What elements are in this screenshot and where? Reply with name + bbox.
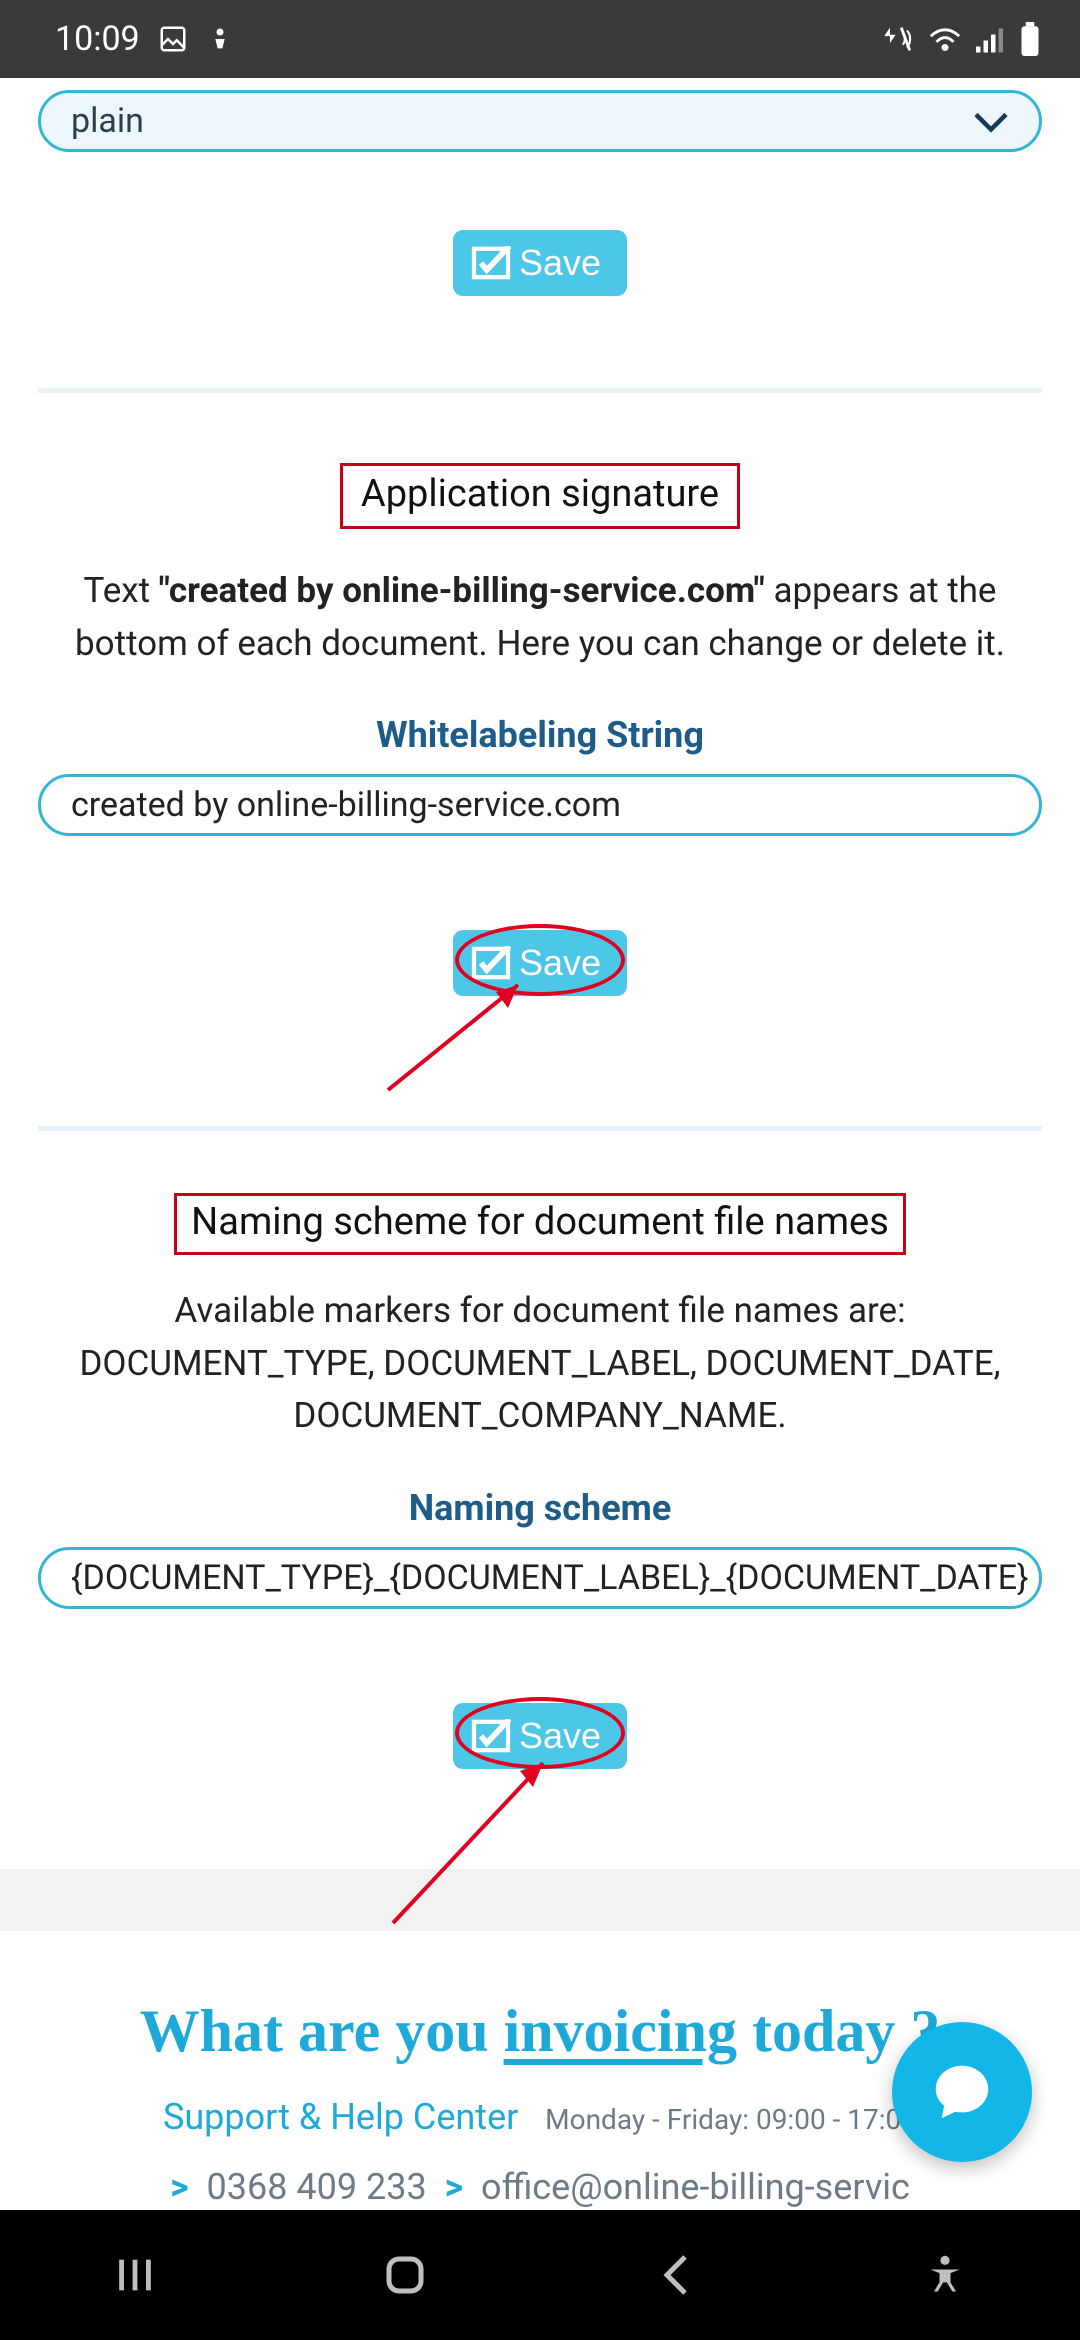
chevron-down-icon <box>973 99 1009 143</box>
save-button-1[interactable]: Save <box>453 230 627 296</box>
signal-icon <box>976 25 1006 53</box>
whitelabel-input[interactable]: created by online-billing-service.com <box>38 774 1042 836</box>
naming-value: {DOCUMENT_TYPE}_{DOCUMENT_LABEL}_{DOCUME… <box>71 1558 1029 1598</box>
status-left: 10:09 <box>55 19 234 59</box>
nav-home[interactable] <box>365 2245 445 2305</box>
navigation-bar <box>0 2210 1080 2340</box>
battery-icon <box>1020 22 1040 56</box>
signature-desc: Text "created by online-billing-service.… <box>38 565 1042 670</box>
gt-icon: > <box>445 2166 464 2208</box>
contact-row: > 0368 409 233 > office@online-billing-s… <box>0 2166 1080 2208</box>
activity-icon <box>206 25 234 53</box>
naming-title: Naming scheme for document file names <box>174 1193 906 1255</box>
nav-recents[interactable] <box>95 2245 175 2305</box>
chat-icon <box>927 2057 997 2127</box>
support-label[interactable]: Support & Help Center <box>163 2096 518 2138</box>
phone-number[interactable]: 0368 409 233 <box>207 2166 427 2208</box>
tag-part2: invoicing <box>504 1998 737 2064</box>
gray-strip <box>0 1869 1080 1931</box>
wifi-icon <box>928 24 962 54</box>
whitelabel-label: Whitelabeling String <box>38 714 1042 756</box>
status-bar: 10:09 <box>0 0 1080 78</box>
status-right <box>880 22 1040 56</box>
nav-back[interactable] <box>635 2245 715 2305</box>
image-icon <box>158 24 188 54</box>
save-label: Save <box>519 242 601 284</box>
format-select[interactable]: plain <box>38 90 1042 152</box>
main-content: plain Save Application signature Text "c… <box>0 90 1080 1769</box>
support-hours: Monday - Friday: 09:00 - 17:00 <box>545 2103 917 2136</box>
save-label: Save <box>519 942 601 984</box>
select-wrap: plain <box>38 90 1042 152</box>
chat-button[interactable] <box>892 2022 1032 2162</box>
check-icon <box>471 246 511 280</box>
save-row-2: Save <box>38 930 1042 996</box>
save-button-2[interactable]: Save <box>453 930 627 996</box>
signature-title: Application signature <box>340 463 740 529</box>
email-address[interactable]: office@online-billing-servic <box>481 2166 910 2208</box>
save-row-1: Save <box>38 230 1042 296</box>
naming-desc: Available markers for document file name… <box>38 1285 1042 1443</box>
gt-icon: > <box>170 2166 189 2208</box>
check-icon <box>471 1719 511 1753</box>
signature-desc-prefix: Text <box>84 570 159 611</box>
naming-label: Naming scheme <box>38 1487 1042 1529</box>
check-icon <box>471 946 511 980</box>
select-value: plain <box>71 101 144 141</box>
vibrate-icon <box>880 22 914 56</box>
save-button-3[interactable]: Save <box>453 1703 627 1769</box>
whitelabel-value: created by online-billing-service.com <box>71 785 621 825</box>
save-label: Save <box>519 1715 601 1757</box>
nav-accessibility[interactable] <box>905 2245 985 2305</box>
naming-section: Naming scheme for document file names <box>38 1131 1042 1255</box>
naming-input[interactable]: {DOCUMENT_TYPE}_{DOCUMENT_LABEL}_{DOCUME… <box>38 1547 1042 1609</box>
save-row-3: Save <box>38 1703 1042 1769</box>
signature-section: Application signature <box>38 393 1042 529</box>
status-time: 10:09 <box>55 19 140 59</box>
signature-desc-bold: "created by online-billing-service.com" <box>159 570 765 611</box>
tag-part1: What are you <box>140 1998 504 2064</box>
